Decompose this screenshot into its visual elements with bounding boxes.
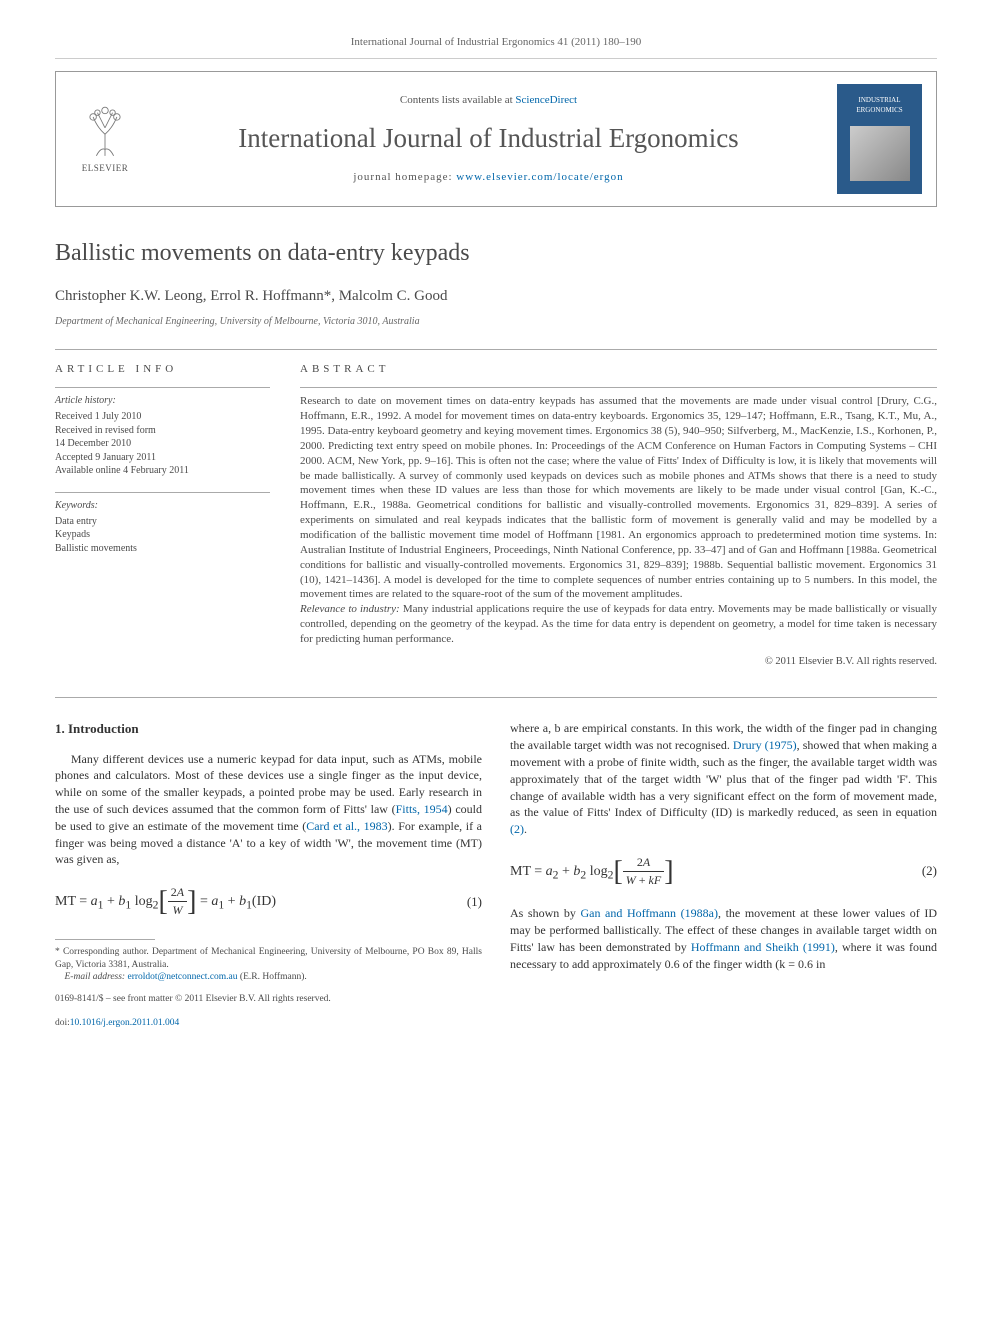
publisher-name: ELSEVIER: [70, 162, 140, 175]
abstract-col: ABSTRACT Research to date on movement ti…: [300, 362, 937, 669]
masthead-center: Contents lists available at ScienceDirec…: [140, 93, 837, 186]
journal-masthead: ELSEVIER Contents lists available at Sci…: [55, 71, 937, 207]
corresponding-author-note: * Corresponding author. Department of Me…: [55, 946, 482, 971]
keywords-label: Keywords:: [55, 499, 270, 513]
citation-link[interactable]: Gan and Hoffmann (1988a): [580, 906, 718, 920]
divider: [55, 349, 937, 350]
history-item: Accepted 9 January 2011: [55, 451, 270, 465]
citation-link[interactable]: Card et al., 1983: [306, 819, 387, 833]
divider: [55, 697, 937, 698]
equation-body: MT = a1 + b1 log2[2AW] = a1 + b1(ID): [55, 882, 447, 921]
citation-link[interactable]: (2): [510, 822, 524, 836]
email-link[interactable]: erroldot@netconnect.com.au: [127, 972, 237, 982]
text-run: As shown by: [510, 906, 580, 920]
front-matter-line: 0169-8141/$ – see front matter © 2011 El…: [55, 993, 482, 1006]
journal-cover-thumb: INDUSTRIAL ERGONOMICS: [837, 84, 922, 194]
equation-body: MT = a2 + b2 log2[2AW + kF]: [510, 852, 902, 891]
citation-link[interactable]: Hoffmann and Sheikh (1991): [691, 940, 835, 954]
left-column: 1. Introduction Many different devices u…: [55, 720, 482, 1030]
homepage-line: journal homepage: www.elsevier.com/locat…: [155, 170, 822, 185]
history-block: Article history: Received 1 July 2010 Re…: [55, 387, 270, 478]
keyword-item: Keypads: [55, 528, 270, 542]
history-label: Article history:: [55, 394, 270, 408]
keyword-item: Ballistic movements: [55, 542, 270, 556]
paragraph: where a, b are empirical constants. In t…: [510, 720, 937, 838]
doi-prefix: doi:: [55, 1018, 70, 1028]
keyword-item: Data entry: [55, 515, 270, 529]
doi-link[interactable]: 10.1016/j.ergon.2011.01.004: [70, 1018, 180, 1028]
sciencedirect-link[interactable]: ScienceDirect: [515, 94, 577, 106]
contents-line: Contents lists available at ScienceDirec…: [155, 93, 822, 108]
abstract-head: ABSTRACT: [300, 362, 937, 377]
intro-heading: 1. Introduction: [55, 720, 482, 738]
contents-prefix: Contents lists available at: [400, 94, 515, 106]
history-item: Received 1 July 2010: [55, 410, 270, 424]
homepage-link[interactable]: www.elsevier.com/locate/ergon: [456, 171, 623, 183]
history-item: Available online 4 February 2011: [55, 464, 270, 478]
abstract-text: Research to date on movement times on da…: [300, 387, 937, 646]
article-info-col: ARTICLE INFO Article history: Received 1…: [55, 362, 270, 669]
doi-line: doi:10.1016/j.ergon.2011.01.004: [55, 1017, 482, 1030]
right-column: where a, b are empirical constants. In t…: [510, 720, 937, 1030]
equation-number: (1): [447, 893, 482, 911]
history-item: 14 December 2010: [55, 437, 270, 451]
article-title: Ballistic movements on data-entry keypad…: [55, 237, 937, 271]
homepage-prefix: journal homepage:: [353, 171, 456, 183]
history-item: Received in revised form: [55, 424, 270, 438]
affiliation: Department of Mechanical Engineering, Un…: [55, 315, 937, 329]
page: International Journal of Industrial Ergo…: [0, 0, 992, 1065]
text-run: .: [524, 822, 527, 836]
email-suffix: (E.R. Hoffmann).: [238, 972, 307, 982]
citation-link[interactable]: Fitts, 1954: [396, 802, 448, 816]
relevance-label: Relevance to industry:: [300, 603, 400, 615]
thumb-title: INDUSTRIAL ERGONOMICS: [837, 96, 922, 116]
citation-link[interactable]: Drury (1975): [733, 738, 797, 752]
journal-name: International Journal of Industrial Ergo…: [155, 120, 822, 158]
email-note: E-mail address: erroldot@netconnect.com.…: [55, 971, 482, 983]
copyright-line: © 2011 Elsevier B.V. All rights reserved…: [300, 655, 937, 670]
keywords-block: Keywords: Data entry Keypads Ballistic m…: [55, 492, 270, 556]
thumb-image: [850, 126, 910, 181]
publisher-logo: ELSEVIER: [70, 104, 140, 175]
elsevier-tree-icon: [78, 104, 132, 158]
equation-1: MT = a1 + b1 log2[2AW] = a1 + b1(ID) (1): [55, 882, 482, 921]
footnote-separator: [55, 939, 155, 940]
email-label: E-mail address:: [65, 972, 128, 982]
abstract-body: Research to date on movement times on da…: [300, 395, 937, 600]
authors-line: Christopher K.W. Leong, Errol R. Hoffman…: [55, 286, 937, 307]
article-info-head: ARTICLE INFO: [55, 362, 270, 377]
running-header: International Journal of Industrial Ergo…: [55, 35, 937, 59]
paragraph: As shown by Gan and Hoffmann (1988a), th…: [510, 905, 937, 972]
info-abstract-row: ARTICLE INFO Article history: Received 1…: [55, 362, 937, 669]
equation-2: MT = a2 + b2 log2[2AW + kF] (2): [510, 852, 937, 891]
paragraph: Many different devices use a numeric key…: [55, 751, 482, 869]
equation-number: (2): [902, 862, 937, 880]
body-columns: 1. Introduction Many different devices u…: [55, 720, 937, 1030]
